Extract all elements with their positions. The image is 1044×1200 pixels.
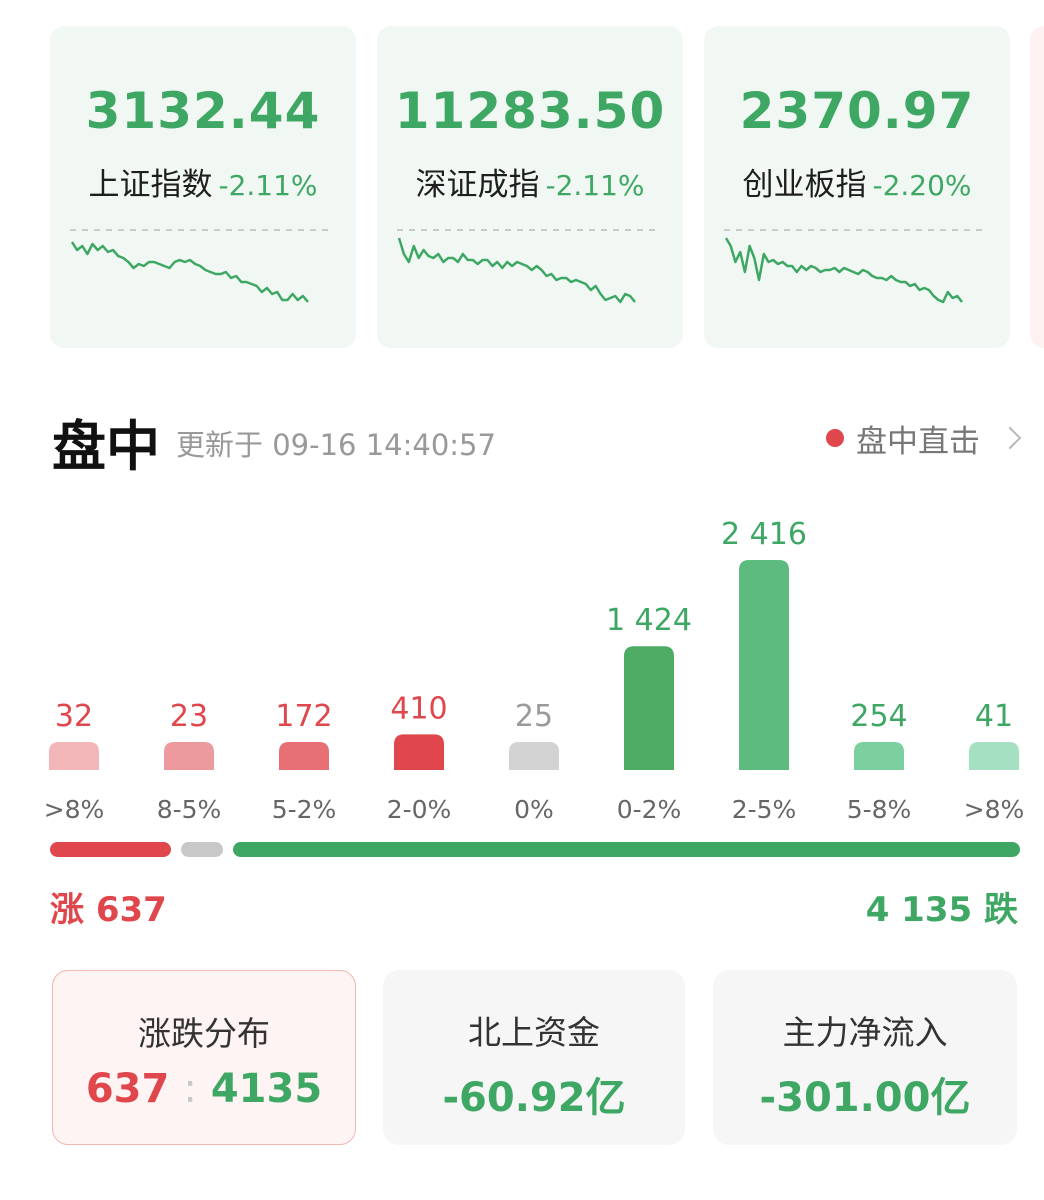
- sparkline-path: [397, 237, 636, 304]
- index-value: 11283.50: [394, 82, 666, 140]
- bar-value-label: 2 416: [721, 517, 807, 552]
- index-label: 上证指数 -2.11%: [50, 159, 356, 204]
- histogram-bar: [279, 742, 329, 770]
- histogram-bar: [394, 734, 444, 770]
- card-northbound-funds[interactable]: 北上资金 -60.92亿: [383, 970, 685, 1145]
- card-title: 涨跌分布: [138, 1014, 270, 1053]
- index-name: 上证指数: [88, 167, 213, 203]
- bar-value-label: 32: [55, 699, 93, 734]
- card-main-net-inflow[interactable]: 主力净流入 -301.00亿: [713, 970, 1017, 1145]
- histogram-bar: [969, 742, 1019, 770]
- ratio-bar-up: [50, 842, 172, 857]
- card-up-down-distribution[interactable]: 涨跌分布 637:4135: [52, 970, 356, 1145]
- live-dot-icon: [826, 429, 844, 447]
- index-sparkline: [724, 229, 984, 304]
- bar-value-label: 410: [390, 691, 447, 726]
- index-label: 深证成指 -2.11%: [377, 159, 683, 204]
- card-title: 北上资金: [468, 1013, 600, 1052]
- bar-value-label: 1 424: [606, 603, 692, 638]
- ratio-bar-down: [233, 842, 1020, 857]
- bar-category-label: 8-5%: [157, 795, 222, 824]
- index-card-next-peek[interactable]: [1030, 26, 1044, 348]
- update-time: 更新于 09-16 14:40:57: [176, 428, 496, 462]
- index-change: -2.11%: [545, 169, 645, 202]
- index-cards: 3132.44 上证指数 -2.11% 11283.50 深证成指 -2.11% 2…: [0, 0, 1044, 370]
- index-card-sse[interactable]: 3132.44 上证指数 -2.11%: [50, 26, 356, 348]
- bar-category-label: 0-2%: [617, 795, 682, 824]
- sparkline-path: [70, 241, 309, 303]
- card-value: -60.92亿: [442, 1075, 626, 1121]
- histogram-bar: [854, 742, 904, 770]
- histogram-bar: [164, 742, 214, 770]
- index-name: 创业板指: [742, 167, 867, 203]
- histogram-bar: [509, 742, 559, 770]
- live-commentary-link[interactable]: 盘中直击: [826, 418, 1022, 460]
- card-value: -301.00亿: [759, 1075, 971, 1121]
- index-sparkline: [70, 229, 330, 303]
- bar-category-label: 5-8%: [847, 795, 912, 824]
- index-label: 创业板指 -2.20%: [704, 159, 1010, 204]
- index-card-chinext[interactable]: 2370.97 创业板指 -2.20%: [704, 26, 1010, 348]
- down-total: 4 135 跌: [865, 890, 1018, 930]
- bar-category-label: 0%: [514, 795, 554, 824]
- histogram-bar: [49, 742, 99, 770]
- live-link-label: 盘中直击: [856, 423, 980, 460]
- bar-value-label: 41: [975, 699, 1013, 734]
- bar-value-label: 23: [170, 699, 208, 734]
- bar-category-label: 2-0%: [387, 795, 452, 824]
- up-down-ratio-bar: [50, 842, 1020, 857]
- bar-category-label: >8%: [964, 795, 1025, 824]
- card-title: 主力净流入: [782, 1013, 948, 1052]
- sparkline-path: [724, 237, 963, 304]
- up-count: 637: [85, 1066, 170, 1112]
- up-total: 涨 637: [50, 890, 167, 930]
- change-distribution-chart[interactable]: 32 >8% 23 8-5% 172 5-2% 410 2-0% 25 0% 1 424 0-2% 2 …: [0, 0, 1044, 830]
- histogram-bar: [624, 646, 674, 770]
- index-card-szse[interactable]: 11283.50 深证成指 -2.11%: [377, 26, 683, 348]
- section-title: 盘中: [52, 415, 160, 478]
- index-value: 3132.44: [85, 82, 321, 140]
- index-change: -2.20%: [872, 169, 972, 202]
- index-sparkline: [397, 229, 657, 304]
- down-count: 4135: [210, 1066, 323, 1112]
- bar-category-label: 2-5%: [732, 795, 797, 824]
- index-name: 深证成指: [415, 167, 540, 203]
- ratio-bar-flat: [181, 842, 224, 857]
- bar-category-label: 5-2%: [272, 795, 337, 824]
- ratio-separator: :: [183, 1066, 197, 1112]
- histogram-bar: [739, 560, 789, 770]
- card-value: 637:4135: [53, 1066, 355, 1112]
- bar-value-label: 25: [515, 699, 553, 734]
- bar-value-label: 172: [275, 699, 332, 734]
- index-value: 2370.97: [739, 82, 975, 140]
- bar-value-label: 254: [850, 699, 907, 734]
- index-change: -2.11%: [218, 169, 318, 202]
- bar-category-label: >8%: [44, 795, 105, 824]
